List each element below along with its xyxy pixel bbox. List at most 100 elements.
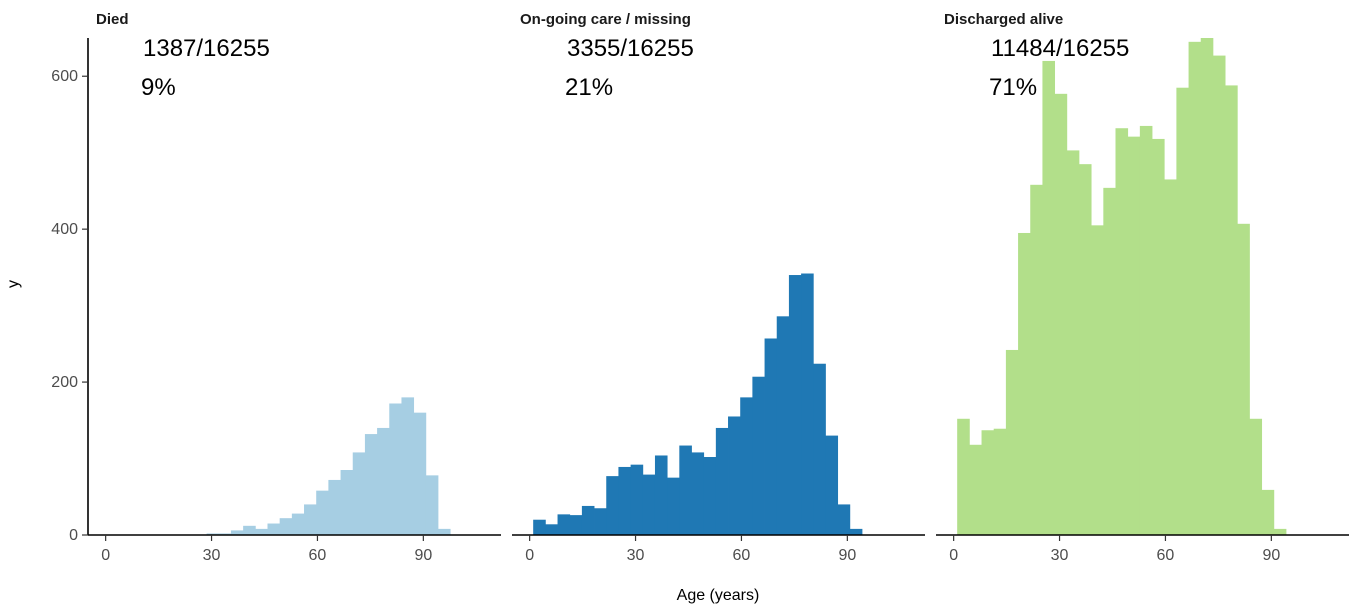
histogram-bar <box>606 476 619 535</box>
histogram-bar <box>1273 528 1287 535</box>
histogram-bar <box>1103 187 1116 536</box>
y-tick-label: 600 <box>51 68 78 85</box>
histogram-bar <box>813 363 826 535</box>
facet-panel: Discharged alive 11484/16255 71% 0 30 60 90 <box>936 11 1349 564</box>
y-axis-title: y <box>5 280 22 288</box>
histogram-bar <box>1054 93 1068 535</box>
x-tick-label: 30 <box>1051 547 1069 564</box>
histogram-bar <box>1200 38 1214 535</box>
y-tick-label: 0 <box>69 527 78 544</box>
histogram-bar <box>981 430 995 535</box>
histogram-bar <box>776 316 790 535</box>
histogram-bar <box>545 524 558 535</box>
histogram-bar <box>316 490 329 535</box>
facet-panel: Died 1387/16255 9% 0 30 60 90 <box>88 11 501 564</box>
histogram-bar <box>1066 150 1080 535</box>
x-tick-label: 90 <box>1262 547 1280 564</box>
histogram-bar <box>594 508 607 535</box>
histogram-bar <box>1225 85 1238 535</box>
histogram-bar <box>691 452 705 535</box>
histogram-bar <box>849 528 863 535</box>
histogram-bar <box>667 477 680 535</box>
y-axis: 0 200 400 600 <box>51 38 89 544</box>
histogram-bar <box>1152 138 1165 535</box>
percent-annotation: 9% <box>141 74 176 101</box>
histogram-bar <box>1237 223 1250 536</box>
histogram-bar <box>825 435 839 535</box>
histogram-bar <box>533 519 546 535</box>
histogram-bar <box>401 397 415 535</box>
facet-title: On-going care / missing <box>520 11 691 28</box>
histogram-bar <box>413 412 427 535</box>
histogram-bar <box>837 504 851 535</box>
histogram-bar <box>630 464 644 535</box>
histogram-bar <box>425 475 439 535</box>
histogram-bar <box>1005 349 1019 535</box>
histogram-bar <box>1139 125 1153 536</box>
y-tick-label: 400 <box>51 221 78 238</box>
histogram-bar <box>1212 55 1226 536</box>
histogram-bar <box>1078 164 1092 535</box>
x-tick-label: 90 <box>414 547 432 564</box>
histogram-bar <box>377 427 390 535</box>
histogram-bar <box>328 479 341 535</box>
x-tick-label: 0 <box>101 547 110 564</box>
histogram-bar <box>1030 184 1043 535</box>
histogram-bar <box>243 525 256 535</box>
histogram-bar <box>969 444 982 535</box>
percent-annotation: 21% <box>565 74 613 101</box>
histogram-bar <box>557 514 571 535</box>
x-tick-label: 30 <box>627 547 645 564</box>
histogram-bar <box>1115 128 1129 535</box>
histogram-bar <box>1127 136 1141 535</box>
x-tick-label: 0 <box>949 547 958 564</box>
histogram-bar <box>437 528 451 535</box>
histogram-bar <box>1249 418 1263 535</box>
histogram-bar <box>728 416 741 535</box>
x-axis-title: Age (years) <box>677 587 760 604</box>
histogram-bar <box>703 457 717 535</box>
histogram-bar <box>1018 232 1031 536</box>
count-annotation: 3355/16255 <box>567 35 694 62</box>
histogram-bar <box>340 470 354 535</box>
histogram-bar <box>1164 179 1177 535</box>
x-tick-label: 30 <box>203 547 221 564</box>
facet-panel: On-going care / missing 3355/16255 21% 0 30 6… <box>512 11 925 564</box>
panels-layer: Died 1387/16255 9% 0 30 60 90 On-going care / m… <box>88 11 1349 564</box>
histogram-bar <box>1188 41 1202 535</box>
histogram-bar <box>957 418 970 535</box>
x-tick-label: 60 <box>309 547 327 564</box>
x-tick-label: 60 <box>1157 547 1175 564</box>
facet-title: Discharged alive <box>944 11 1063 28</box>
histogram-bar <box>993 428 1007 535</box>
histogram-bar <box>389 403 402 535</box>
histogram-bar <box>1176 87 1189 535</box>
facet-title: Died <box>96 11 129 28</box>
histogram-bar <box>267 523 281 535</box>
histogram-bar <box>788 275 802 535</box>
histogram-bar <box>279 518 293 535</box>
x-tick-label: 0 <box>525 547 534 564</box>
histogram-bar <box>304 504 317 535</box>
histogram-bar <box>291 513 305 535</box>
histogram-bar <box>569 515 583 535</box>
count-annotation: 1387/16255 <box>143 35 270 62</box>
histogram-bar <box>764 338 778 535</box>
histogram-bar <box>618 466 632 535</box>
histogram-bar <box>801 273 814 535</box>
histogram-bar <box>1091 225 1104 535</box>
histogram-bar <box>230 530 244 535</box>
count-annotation: 11484/16255 <box>991 35 1129 62</box>
x-tick-label: 90 <box>838 547 856 564</box>
y-tick-label: 200 <box>51 374 78 391</box>
histogram-bar <box>1261 489 1275 535</box>
histogram-bar <box>654 455 668 535</box>
histogram-bar <box>581 505 595 535</box>
histogram-bar <box>740 397 753 535</box>
percent-annotation: 71% <box>989 74 1037 101</box>
histogram-bar <box>364 434 378 535</box>
histogram-bar <box>255 528 268 535</box>
histogram-bar <box>352 452 366 535</box>
